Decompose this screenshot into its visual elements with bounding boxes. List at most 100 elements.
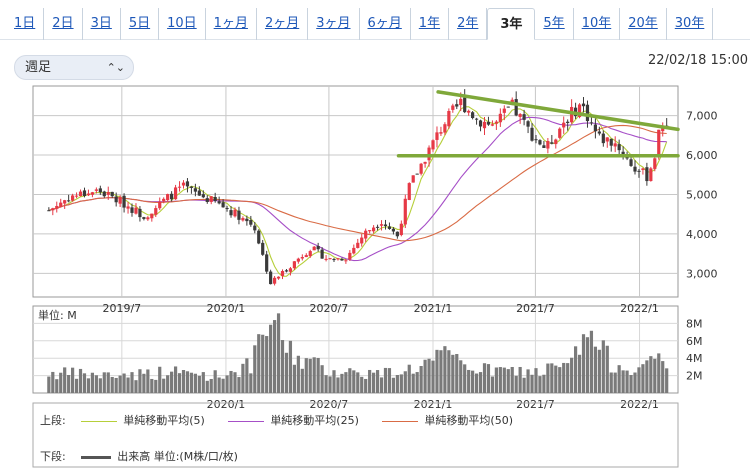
tab-8[interactable]: 6ヶ月	[360, 8, 411, 40]
volume-bar	[423, 359, 427, 393]
volume-bar	[577, 354, 582, 393]
volume-x-tick-label: 2021/1	[414, 398, 453, 411]
tab-14[interactable]: 20年	[620, 8, 667, 40]
tab-3[interactable]: 5日	[121, 8, 160, 40]
candle-body	[241, 218, 245, 221]
candle-body	[122, 195, 126, 208]
volume-bar	[348, 368, 352, 393]
volume-tick-label: 4M	[686, 352, 703, 365]
tab-13[interactable]: 10年	[574, 8, 621, 40]
candle-body	[229, 210, 233, 216]
tab-9[interactable]: 1年	[411, 8, 450, 40]
volume-bar	[288, 340, 293, 393]
candle-body	[90, 192, 95, 195]
volume-bar	[185, 371, 190, 393]
tab-5[interactable]: 1ヶ月	[206, 8, 257, 40]
volume-bar	[102, 372, 106, 393]
volume-bar	[173, 366, 178, 393]
volume-bar	[637, 367, 641, 393]
candle-body	[348, 252, 352, 260]
tab-7[interactable]: 3ヶ月	[308, 8, 360, 40]
volume-bar	[328, 376, 332, 393]
tab-6[interactable]: 2ヶ月	[257, 8, 309, 40]
volume-bar	[197, 375, 201, 393]
candle-body	[213, 197, 217, 201]
volume-bar	[280, 340, 285, 393]
candle-body	[150, 213, 154, 219]
candle-body	[399, 223, 403, 236]
candle-body	[312, 246, 316, 251]
candle-body	[320, 249, 324, 259]
volume-bar	[451, 354, 455, 393]
candle-body	[158, 201, 162, 209]
volume-bar	[379, 377, 384, 393]
tab-12[interactable]: 5年	[535, 8, 574, 40]
volume-bar	[514, 375, 518, 393]
volume-bar	[304, 358, 308, 393]
price-tick-label: 5,000	[686, 188, 718, 201]
candle-body	[546, 140, 550, 149]
volume-bar	[597, 349, 601, 393]
volume-bar	[494, 367, 498, 393]
volume-bar	[649, 356, 653, 393]
candle-body	[352, 247, 356, 254]
volume-bar	[118, 375, 122, 393]
volume-bar	[510, 367, 514, 393]
volume-bar	[336, 377, 340, 393]
volume-bar	[372, 372, 376, 393]
volume-x-tick-label: 2020/1	[207, 398, 246, 411]
volume-bar	[498, 367, 502, 393]
candle-body	[498, 113, 502, 123]
candle-body	[364, 230, 368, 239]
candle-body	[379, 224, 384, 226]
volume-bar	[558, 367, 562, 393]
volume-bar	[86, 378, 91, 393]
tab-4[interactable]: 10日	[159, 8, 206, 40]
volume-bar	[653, 358, 657, 393]
tab-2[interactable]: 3日	[83, 8, 121, 40]
candle-body	[237, 210, 241, 220]
candle-body	[605, 137, 609, 142]
volume-bar	[205, 380, 209, 393]
candle-body	[514, 99, 518, 116]
volume-bar	[193, 373, 197, 393]
candle-body	[570, 106, 574, 123]
candle-body	[269, 271, 273, 285]
candle-body	[649, 168, 653, 181]
volume-bar	[502, 367, 506, 393]
moving-average-line	[48, 124, 667, 242]
tab-15[interactable]: 30年	[667, 8, 714, 40]
candle-body	[645, 167, 649, 182]
volume-bar	[59, 372, 63, 393]
volume-bar	[566, 363, 570, 393]
price-x-tick-label: 2019/7	[102, 302, 141, 315]
volume-bar	[221, 378, 225, 393]
tab-11[interactable]: 3年	[487, 8, 536, 40]
volume-bar	[661, 361, 665, 393]
volume-bar	[585, 337, 590, 393]
legend-lower: 下段: 出来高 単位:(M株/口/枚)	[40, 448, 258, 464]
volume-bar	[455, 354, 459, 393]
candle-body	[166, 194, 170, 201]
candle-body	[138, 208, 142, 218]
volume-bar	[617, 365, 621, 393]
candle-body	[51, 208, 55, 211]
candle-body	[447, 110, 451, 127]
trendline-resistance	[436, 90, 680, 132]
candle-body	[118, 197, 122, 204]
legend-upper: 上段: 単純移動平均(5) 単純移動平均(25) 単純移動平均(50)	[40, 412, 533, 428]
candle-body	[257, 230, 261, 244]
candle-body	[360, 237, 364, 244]
candle-body	[395, 231, 399, 237]
tab-10[interactable]: 2年	[449, 8, 488, 40]
candle-body	[455, 104, 459, 107]
tab-1[interactable]: 2日	[44, 8, 83, 40]
candle-body	[193, 188, 197, 192]
volume-bar	[94, 375, 98, 393]
volume-bar	[126, 377, 130, 393]
period-select[interactable]: 週足 ⌃⌄	[14, 55, 134, 80]
tab-0[interactable]: 1日	[0, 8, 45, 40]
candle-body	[126, 206, 130, 209]
volume-bar	[550, 363, 554, 393]
legend-ma50-swatch	[382, 420, 419, 422]
